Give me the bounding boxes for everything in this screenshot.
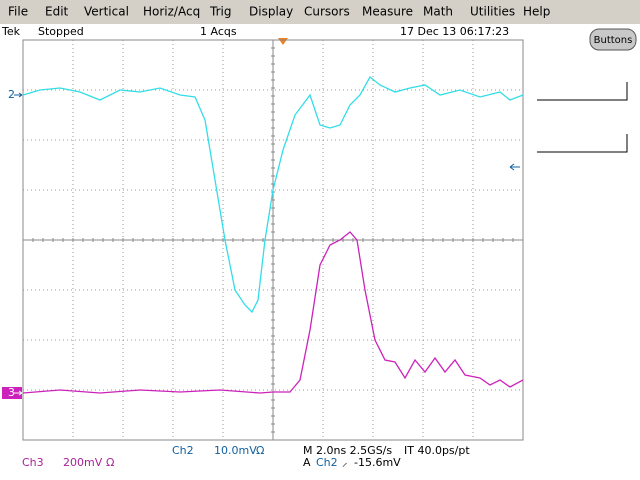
menu-item[interactable]: Cursors — [304, 5, 350, 19]
menu-item[interactable]: Measure — [362, 5, 413, 19]
menu-item[interactable]: Horiz/Acq — [143, 5, 200, 19]
menu-item[interactable]: Math — [423, 5, 453, 19]
channel-marker: 3 — [8, 386, 15, 399]
menu: File Edit Vertical Horiz/Acq Trig Display Curs… — [8, 5, 550, 19]
menu-item[interactable]: Vertical — [84, 5, 129, 19]
timebase: M 2.0ns 2.5GS/s — [303, 444, 392, 457]
side-button[interactable] — [537, 134, 628, 153]
ch3-scale: 200mV — [63, 456, 103, 469]
trigger-slope: ⸝ — [342, 456, 348, 469]
brand: Tek — [1, 25, 21, 38]
ch2-scale: 10.0mV — [214, 444, 257, 457]
buttons-button[interactable] — [589, 28, 637, 51]
trigger-source: Ch2 — [316, 456, 338, 469]
trigger-level — [509, 163, 520, 171]
menu-item[interactable]: Help — [523, 5, 550, 19]
trigger-mode: A — [303, 456, 311, 469]
waveform — [22, 231, 524, 394]
channel-marker: 2 — [8, 88, 15, 101]
side-button[interactable] — [537, 82, 628, 101]
buttons-label[interactable]: Buttons — [594, 35, 633, 46]
traces: 23 — [2, 76, 524, 399]
menu-item[interactable]: File — [8, 5, 28, 19]
menu-item[interactable]: Utilities — [470, 5, 515, 19]
channel-arrow — [14, 390, 23, 396]
channel-marker-box — [2, 387, 22, 399]
menu-item[interactable]: Trig — [209, 5, 231, 19]
menu-bar — [0, 0, 640, 24]
interp: IT 40.0ps/pt — [404, 444, 470, 457]
channel-arrow — [14, 92, 23, 98]
menu-item[interactable]: Edit — [45, 5, 69, 19]
ch3-name: Ch3 — [22, 456, 44, 469]
graticule — [22, 39, 524, 441]
menu-item[interactable]: Display — [249, 5, 293, 19]
ch2-term: Ω — [256, 444, 264, 457]
state: Stopped — [38, 25, 84, 38]
acqs: 1 Acqs — [200, 25, 237, 38]
trigger-level-text: -15.6mV — [354, 456, 401, 469]
waveform — [22, 76, 524, 314]
ch3-term: Ω — [106, 456, 114, 469]
trigger-position — [278, 38, 288, 45]
ch2-name: Ch2 — [172, 444, 194, 457]
datetime: 17 Dec 13 06:17:23 — [400, 25, 509, 38]
